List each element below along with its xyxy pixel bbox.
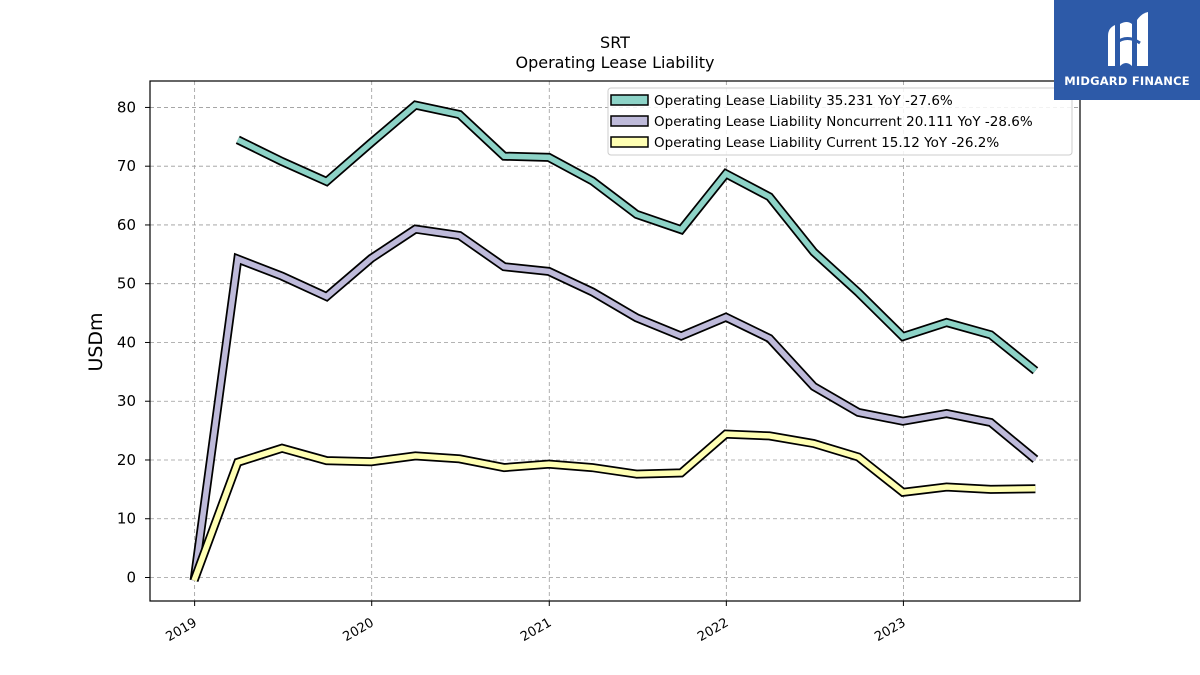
chart-title: SRT bbox=[600, 33, 630, 52]
y-tick-label: 60 bbox=[117, 216, 136, 234]
series-lines bbox=[189, 100, 1039, 582]
y-tick-label: 50 bbox=[117, 275, 136, 293]
y-tick-label: 70 bbox=[117, 157, 136, 175]
axes: 0 10 20 30 40 50 60 70 80 2019 2020 2021 2022 2023 bbox=[117, 98, 909, 645]
legend: Operating Lease Liability 35.231 YoY -27… bbox=[607, 87, 1073, 156]
y-tick-label: 40 bbox=[117, 333, 136, 351]
series-1-line bbox=[236, 102, 1038, 373]
grid bbox=[150, 81, 1080, 601]
x-tick-label: 2019 bbox=[163, 615, 199, 645]
x-tick-label: 2020 bbox=[341, 615, 377, 645]
chart-subtitle: Operating Lease Liability bbox=[515, 53, 714, 72]
legend-label: Operating Lease Liability 35.231 YoY -27… bbox=[654, 93, 953, 109]
legend-box bbox=[607, 87, 1073, 156]
legend-swatch bbox=[610, 136, 649, 148]
legend-label: Operating Lease Liability Noncurrent 20.… bbox=[654, 114, 1033, 130]
brand-name: MIDGARD FINANCE bbox=[1064, 74, 1190, 88]
legend-swatch bbox=[610, 94, 649, 106]
series-3-line bbox=[191, 431, 1036, 582]
x-tick-label: 2021 bbox=[518, 615, 554, 645]
y-tick-label: 80 bbox=[117, 98, 136, 116]
x-tick-label: 2022 bbox=[695, 615, 731, 645]
legend-label: Operating Lease Liability Current 15.12 … bbox=[654, 135, 999, 151]
brand-logo: MIDGARD FINANCE bbox=[1054, 0, 1200, 100]
y-tick-label: 30 bbox=[117, 392, 136, 410]
y-tick-label: 0 bbox=[126, 568, 136, 586]
series-2-outline bbox=[189, 224, 1039, 582]
legend-swatch bbox=[610, 115, 649, 127]
x-tick-label: 2023 bbox=[872, 615, 908, 645]
y-tick-label: 20 bbox=[117, 451, 136, 469]
y-axis-label: USDm bbox=[85, 312, 107, 371]
plot-frame bbox=[149, 80, 1081, 602]
series-2-line bbox=[191, 226, 1038, 581]
midgard-finance-logo-icon bbox=[1108, 12, 1148, 66]
y-tick-label: 10 bbox=[117, 510, 136, 528]
